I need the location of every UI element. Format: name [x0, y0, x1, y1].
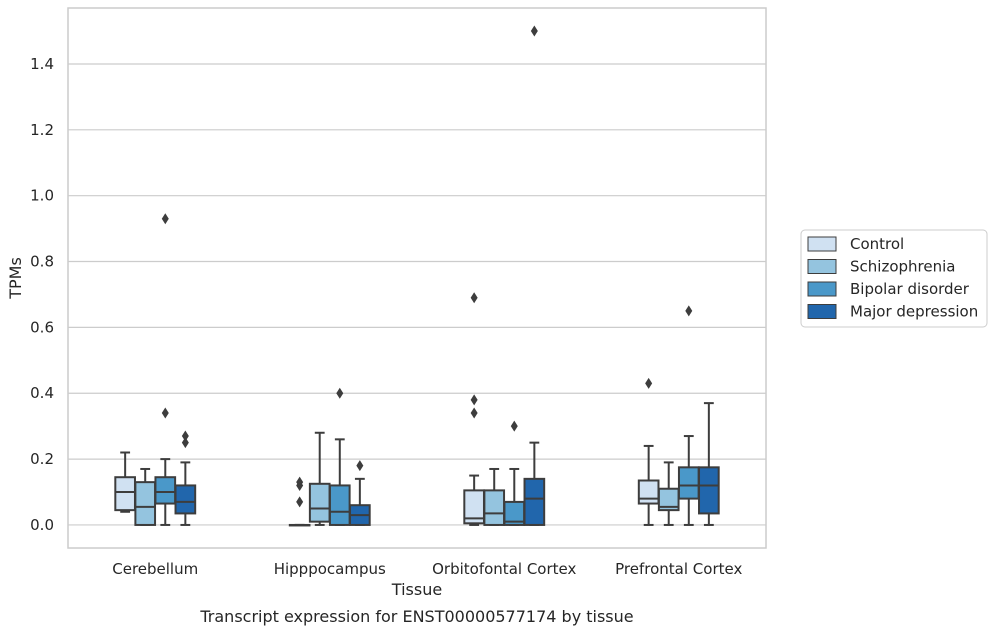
box-1-1 [308, 431, 331, 526]
plot-frame [67, 7, 767, 549]
y-tick-label: 0.8 [30, 253, 54, 271]
legend-swatch [807, 304, 837, 319]
legend-label: Control [850, 235, 904, 253]
outlier-point [181, 437, 189, 449]
box-groups [114, 25, 720, 527]
box-body [154, 476, 177, 505]
box-body [328, 484, 351, 526]
y-tick-label: 0.6 [30, 318, 54, 336]
box-2-0 [463, 292, 485, 526]
box-body [134, 481, 157, 526]
box-2-1 [483, 467, 506, 526]
legend-swatch [807, 259, 837, 274]
box-body [174, 484, 197, 515]
legend: Control Schizophrenia Bipolar disorder Majo… [800, 229, 988, 328]
outlier-point [296, 496, 304, 508]
box-0-2 [154, 213, 177, 526]
outlier-point [530, 25, 538, 37]
legend-label: Major depression [850, 303, 978, 321]
box-0-0 [114, 451, 136, 513]
legend-label: Bipolar disorder [850, 280, 970, 298]
x-axis-title: Tissue [391, 580, 442, 599]
box-3-3 [698, 402, 720, 526]
box-body [698, 466, 720, 515]
y-tick-label: 1.4 [30, 55, 54, 73]
figure-caption: Transcript expression for ENST0000057717… [199, 607, 633, 626]
legend-items: Control Schizophrenia Bipolar disorder Majo… [807, 235, 978, 321]
x-tick-labels: Cerebellum Hipppocampus Orbitofontal Corte… [112, 560, 742, 578]
y-tick-labels: 0.0 0.2 0.4 0.6 0.8 1.0 1.2 1.4 [30, 55, 54, 534]
outlier-point [296, 476, 304, 488]
outlier-point [510, 420, 518, 432]
y-tick-label: 0.2 [30, 450, 54, 468]
gridlines [68, 63, 766, 526]
box-3-1 [657, 461, 680, 526]
x-tick-label: Orbitofontal Cortex [432, 560, 576, 578]
y-tick-label: 0.0 [30, 516, 54, 534]
outlier-point [181, 430, 189, 442]
box-1-3 [349, 460, 371, 526]
outlier-point [470, 292, 478, 304]
y-tick-label: 1.2 [30, 121, 54, 139]
box-1-2 [328, 387, 351, 526]
outlier-point [470, 407, 478, 419]
box-0-3 [174, 430, 197, 526]
box-2-2 [503, 420, 526, 526]
outlier-point [356, 460, 364, 472]
outlier-point [685, 305, 693, 317]
legend-frame [800, 229, 988, 328]
y-tick-label: 0.4 [30, 384, 54, 402]
y-tick-label: 1.0 [30, 187, 54, 205]
outlier-point [161, 407, 169, 419]
box-body [677, 466, 700, 500]
box-2-3 [523, 25, 546, 526]
y-axis-title: TPMs [6, 257, 25, 300]
outlier-point [336, 387, 344, 399]
outlier-point [161, 213, 169, 225]
box-body [308, 482, 331, 523]
legend-label: Schizophrenia [850, 258, 955, 276]
box-1-0 [288, 476, 311, 527]
box-body [637, 479, 660, 505]
x-tick-label: Hipppocampus [274, 560, 386, 578]
box-body [114, 476, 136, 512]
outlier-point [470, 394, 478, 406]
legend-swatch [807, 281, 837, 297]
outlier-point [645, 377, 653, 389]
x-tick-label: Prefrontal Cortex [615, 560, 742, 578]
box-0-1 [134, 467, 157, 526]
box-body [523, 477, 546, 526]
box-3-0 [637, 377, 660, 526]
box-body [483, 489, 506, 526]
box-3-2 [677, 305, 700, 526]
legend-swatch [807, 236, 837, 252]
x-tick-label: Cerebellum [112, 560, 198, 578]
